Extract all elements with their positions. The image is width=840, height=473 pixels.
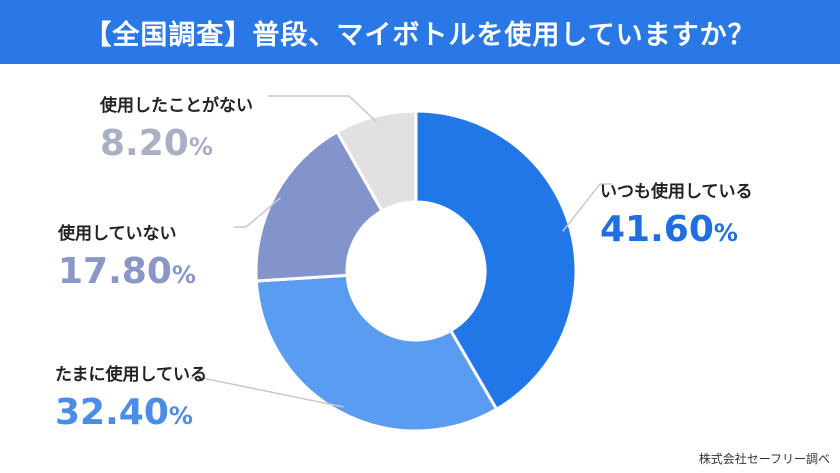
donut-slice — [254, 129, 385, 283]
slice-value-number: 41.60 — [600, 209, 714, 250]
slice-value-number: 17.80 — [58, 251, 172, 292]
donut-slice — [414, 109, 578, 412]
source-note: 株式会社セーフリー調べ — [698, 452, 830, 466]
slice-value: 32.40% — [55, 395, 207, 431]
slice-name: いつも使用している — [600, 182, 753, 202]
slice-value-unit: % — [713, 219, 738, 247]
chart-title-banner: 【全国調査】普段、マイボトルを使用していますか？ — [0, 0, 840, 64]
leader-line — [562, 183, 612, 232]
slice-value-unit: % — [171, 261, 196, 289]
slice-name: たまに使用している — [55, 365, 207, 385]
leader-line — [190, 377, 344, 408]
slice-label-not-using: 使用していない 17.80% — [58, 219, 196, 290]
slice-value: 41.60% — [600, 212, 753, 248]
slice-label-always: いつも使用している 41.60% — [600, 177, 753, 248]
slice-value: 17.80% — [58, 254, 196, 290]
leader-line — [268, 95, 378, 123]
slice-name: 使用したことがない — [100, 96, 253, 116]
chart-title: 【全国調査】普段、マイボトルを使用していますか？ — [84, 19, 756, 51]
slice-label-sometimes: たまに使用している 32.40% — [55, 360, 207, 431]
slice-name: 使用していない — [58, 224, 177, 244]
slice-value: 8.20% — [100, 126, 253, 162]
slice-value-unit: % — [188, 133, 213, 161]
leader-line — [234, 197, 282, 228]
donut-slice — [254, 273, 499, 433]
donut-slice — [335, 109, 418, 214]
slice-value-unit: % — [168, 402, 193, 430]
slice-value-number: 8.20 — [100, 123, 189, 164]
slice-label-never: 使用したことがない 8.20% — [100, 91, 253, 162]
donut-chart — [190, 95, 612, 433]
slice-value-number: 32.40 — [55, 392, 169, 433]
